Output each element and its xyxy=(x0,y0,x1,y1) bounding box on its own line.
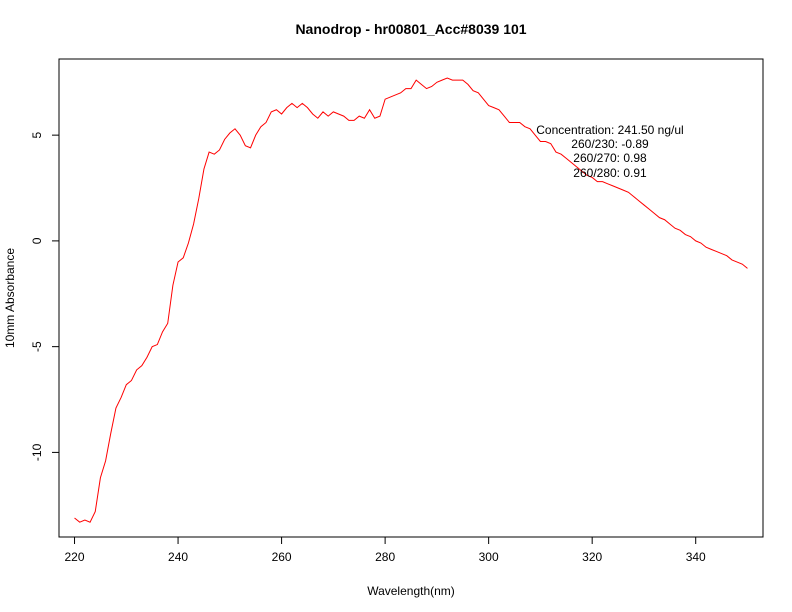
x-tick-label: 300 xyxy=(479,550,499,564)
y-tick-label: 5 xyxy=(30,131,44,138)
annotation-ratio-270: 260/270: 0.98 xyxy=(573,151,647,165)
x-tick-label: 320 xyxy=(582,550,602,564)
annotation-block: Concentration: 241.50 ng/ul 260/230: -0.… xyxy=(536,123,683,180)
y-axis: -10 -5 0 5 xyxy=(30,131,60,461)
y-tick-label: -5 xyxy=(30,341,44,352)
y-axis-label: 10mm Absorbance xyxy=(3,248,17,348)
x-tick-label: 240 xyxy=(168,550,188,564)
x-axis: 220 240 260 280 300 320 340 xyxy=(65,536,706,564)
x-tick-label: 220 xyxy=(65,550,85,564)
y-tick-label: 0 xyxy=(30,237,44,244)
x-tick-label: 280 xyxy=(375,550,395,564)
x-tick-label: 340 xyxy=(686,550,706,564)
x-axis-label: Wavelength(nm) xyxy=(367,584,455,598)
x-tick-label: 260 xyxy=(272,550,292,564)
annotation-concentration: Concentration: 241.50 ng/ul xyxy=(536,123,683,137)
annotation-ratio-280: 260/280: 0.91 xyxy=(573,166,647,180)
y-tick-label: -10 xyxy=(30,443,44,461)
series-line xyxy=(74,77,748,523)
chart-title: Nanodrop - hr00801_Acc#8039 101 xyxy=(295,21,526,37)
annotation-ratio-230: 260/230: -0.89 xyxy=(571,137,649,151)
